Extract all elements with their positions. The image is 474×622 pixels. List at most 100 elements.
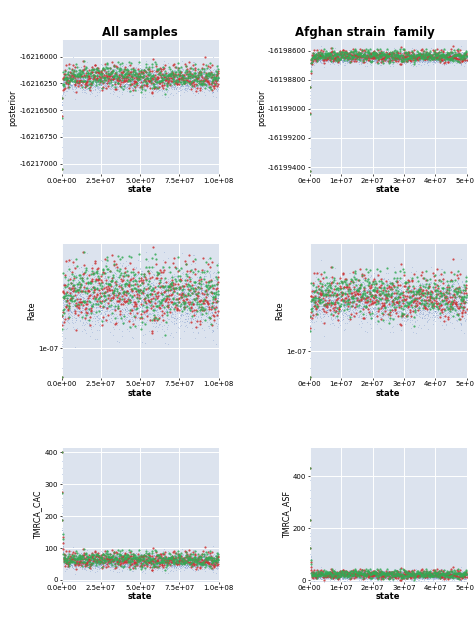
Point: [449, 570, 457, 580]
Point: [163, 305, 170, 315]
Point: [162, 317, 170, 327]
Point: [439, 572, 447, 582]
Point: [367, 571, 374, 581]
Point: [364, 567, 372, 577]
Point: [438, 307, 446, 317]
Point: [89, 276, 96, 286]
Point: [160, 73, 167, 83]
Point: [314, 303, 321, 313]
Point: [94, 558, 101, 568]
Point: [190, 75, 197, 85]
Point: [394, 50, 401, 60]
Point: [317, 569, 324, 579]
Point: [156, 300, 164, 310]
Point: [163, 564, 170, 573]
Point: [182, 81, 190, 91]
Point: [320, 55, 328, 65]
Point: [81, 284, 88, 294]
Point: [61, 557, 68, 567]
Point: [421, 313, 428, 323]
Point: [131, 554, 139, 564]
Point: [462, 570, 470, 580]
Point: [100, 73, 108, 83]
Point: [177, 276, 185, 286]
Point: [379, 52, 386, 62]
Point: [76, 75, 84, 85]
Point: [391, 276, 399, 285]
Point: [440, 292, 447, 302]
Point: [190, 292, 197, 302]
Point: [454, 571, 462, 581]
Point: [334, 568, 342, 578]
Point: [449, 51, 457, 61]
Point: [331, 299, 338, 309]
Point: [458, 572, 466, 582]
Point: [86, 563, 93, 573]
Point: [165, 554, 173, 564]
Point: [384, 50, 392, 60]
Point: [416, 573, 423, 583]
Point: [170, 292, 178, 302]
Point: [83, 315, 91, 325]
Point: [210, 302, 218, 312]
Point: [146, 309, 154, 319]
Point: [358, 570, 365, 580]
Point: [173, 72, 181, 82]
Point: [146, 271, 153, 281]
Point: [365, 49, 373, 58]
Point: [319, 309, 327, 318]
Point: [458, 277, 465, 287]
Point: [179, 282, 187, 292]
Point: [457, 569, 465, 579]
Point: [337, 567, 345, 577]
Point: [367, 573, 374, 583]
Point: [412, 569, 420, 579]
Point: [311, 53, 319, 63]
Point: [189, 82, 196, 92]
Point: [179, 554, 186, 564]
Point: [183, 83, 191, 93]
Point: [354, 570, 361, 580]
Point: [387, 576, 394, 586]
Point: [358, 571, 365, 581]
Point: [107, 78, 115, 88]
Point: [346, 568, 354, 578]
Point: [82, 80, 89, 90]
Point: [409, 302, 416, 312]
Point: [357, 296, 365, 306]
Point: [401, 53, 409, 63]
Point: [127, 75, 135, 85]
Point: [142, 554, 149, 564]
Point: [183, 305, 191, 315]
Point: [63, 280, 70, 290]
Point: [214, 307, 221, 317]
Point: [410, 570, 418, 580]
Point: [352, 269, 360, 279]
Point: [137, 86, 145, 96]
Point: [165, 558, 173, 568]
Point: [457, 54, 465, 64]
Point: [140, 562, 148, 572]
Point: [140, 281, 147, 291]
Point: [443, 55, 450, 65]
Point: [92, 552, 100, 562]
Point: [328, 295, 336, 305]
Point: [121, 552, 129, 562]
Point: [424, 573, 431, 583]
Point: [424, 296, 432, 306]
Point: [417, 291, 425, 301]
Point: [163, 304, 170, 314]
Point: [350, 572, 358, 582]
Point: [78, 66, 86, 76]
Point: [442, 570, 449, 580]
Point: [320, 300, 328, 310]
Point: [432, 572, 440, 582]
Point: [114, 66, 122, 76]
Point: [77, 555, 84, 565]
Point: [210, 300, 218, 310]
Point: [338, 309, 346, 319]
Point: [76, 81, 84, 91]
Point: [323, 295, 330, 305]
Point: [118, 76, 125, 86]
Point: [343, 277, 351, 287]
